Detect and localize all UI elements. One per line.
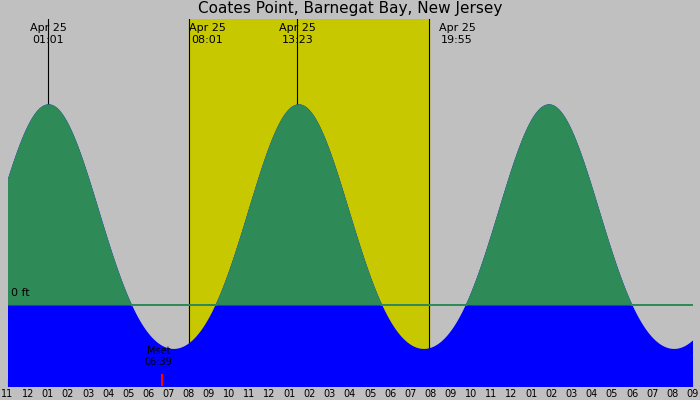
Text: Apr 25
08:01: Apr 25 08:01 [189, 23, 225, 45]
Text: Mset
06:39: Mset 06:39 [145, 346, 172, 368]
Text: M
21: M 21 [690, 346, 700, 368]
Bar [189, 19, 429, 386]
Text: 0 ft: 0 ft [10, 288, 29, 298]
Text: Apr 25
13:23: Apr 25 13:23 [279, 23, 316, 45]
Title: Coates Point, Barnegat Bay, New Jersey: Coates Point, Barnegat Bay, New Jersey [198, 1, 502, 16]
Text: Apr 25
19:55: Apr 25 19:55 [439, 23, 475, 45]
Text: Apr 25
01:01: Apr 25 01:01 [29, 23, 66, 45]
